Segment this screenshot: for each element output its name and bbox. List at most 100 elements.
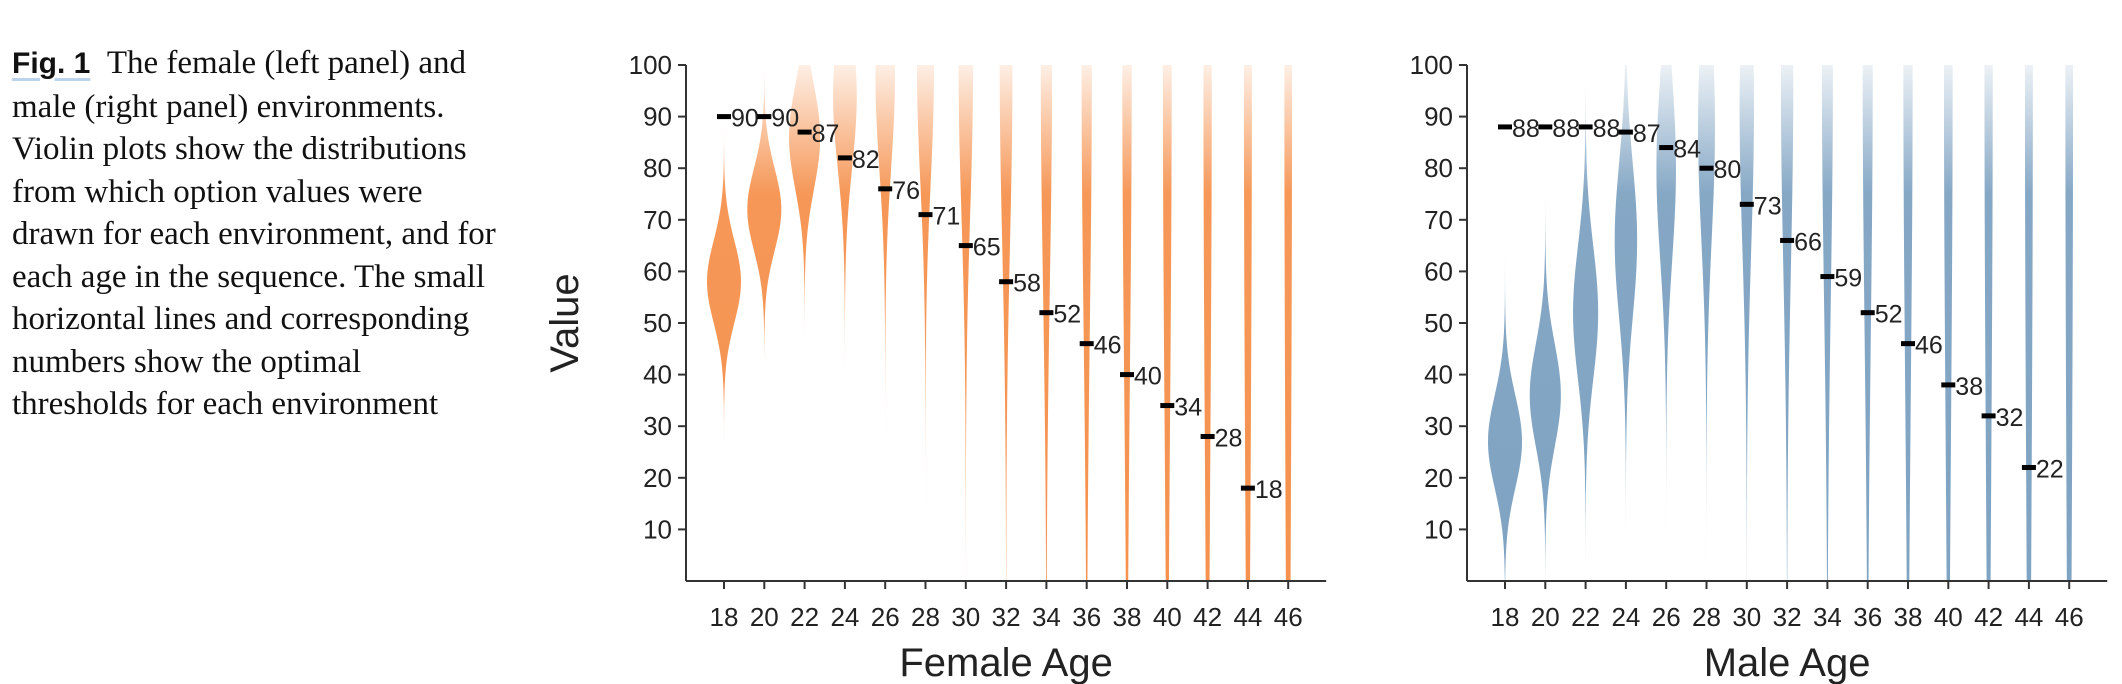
female-x-tick-label: 28	[911, 602, 940, 632]
male-violin-age-18	[1488, 65, 1522, 581]
male-violin-age-26	[1656, 65, 1676, 581]
male-x-tick-label: 42	[1974, 602, 2003, 632]
male-x-tick-label: 32	[1773, 602, 1802, 632]
female-panel: 10 20 30 40 50 60 70 80 90 100 18 20 22 24 26 28 30 32 34 3…	[543, 50, 1327, 684]
male-x-tick-label: 18	[1491, 602, 1520, 632]
male-y-tick-label: 100	[1410, 50, 1453, 80]
male-y-tick-label: 50	[1424, 308, 1453, 338]
male-threshold-label-age-38: 46	[1915, 332, 1943, 360]
male-x-tick-label: 26	[1652, 602, 1681, 632]
caption-text: The female (left panel) and male (right …	[12, 45, 496, 422]
male-y-tick-label: 60	[1424, 256, 1453, 286]
male-violin-age-22	[1573, 65, 1599, 581]
female-threshold-label-age-24: 82	[852, 146, 880, 174]
female-x-tick-label: 42	[1193, 602, 1222, 632]
female-threshold-label-age-36: 46	[1094, 332, 1122, 360]
female-y-tick-label: 80	[643, 153, 672, 183]
male-x-tick-label: 28	[1692, 602, 1721, 632]
male-x-tick-label: 38	[1894, 602, 1923, 632]
male-threshold-label-age-42: 32	[1996, 404, 2024, 432]
female-y-tick-label: 30	[643, 411, 672, 441]
female-x-tick-label: 38	[1113, 602, 1142, 632]
female-violin-age-44	[1243, 65, 1252, 581]
male-y-tick-label: 10	[1424, 514, 1453, 544]
male-violin-age-20	[1529, 65, 1561, 581]
male-threshold-label-age-18: 88	[1512, 115, 1540, 143]
female-x-tick-label: 26	[871, 602, 900, 632]
male-threshold-label-age-36: 52	[1875, 301, 1903, 329]
male-violin-age-28	[1698, 65, 1715, 581]
female-violin-age-24	[833, 65, 857, 581]
female-y-tick-label: 10	[643, 514, 672, 544]
female-y-tick-label: 70	[643, 205, 672, 235]
female-threshold-label-age-40: 34	[1174, 394, 1202, 422]
female-violin-age-18	[707, 65, 741, 581]
female-x-tick-label: 44	[1233, 602, 1262, 632]
female-violin-age-34	[1040, 65, 1053, 581]
male-y-tick-label: 80	[1424, 153, 1453, 183]
male-y-tick-label: 90	[1424, 102, 1453, 132]
male-threshold-label-age-24: 87	[1633, 120, 1661, 148]
female-violin-age-22	[789, 65, 821, 581]
male-violin-age-30	[1739, 65, 1754, 581]
male-x-tick-label: 24	[1611, 602, 1640, 632]
female-y-tick-label: 90	[643, 102, 672, 132]
male-violin-age-24	[1614, 65, 1638, 581]
female-violin-age-38	[1122, 65, 1132, 581]
male-threshold-label-age-26: 84	[1673, 136, 1701, 164]
female-x-tick-label: 46	[1274, 602, 1303, 632]
female-x-tick-label: 40	[1153, 602, 1182, 632]
female-violin-age-28	[917, 65, 934, 581]
female-y-tick-label: 50	[643, 308, 672, 338]
male-y-tick-label: 70	[1424, 205, 1453, 235]
figure-caption: Fig. 1 The female (left panel) and male …	[12, 42, 502, 426]
male-threshold-label-age-34: 59	[1834, 265, 1862, 293]
female-threshold-label-age-18: 90	[731, 105, 759, 133]
female-threshold-label-age-30: 65	[973, 234, 1001, 262]
female-violin-age-42	[1203, 65, 1212, 581]
male-violin-age-32	[1780, 65, 1794, 581]
female-x-axis-label: Female Age	[899, 641, 1112, 684]
male-x-tick-label: 22	[1571, 602, 1600, 632]
male-threshold-label-age-28: 80	[1714, 156, 1742, 184]
male-threshold-label-age-30: 73	[1754, 192, 1782, 220]
male-y-tick-label: 30	[1424, 411, 1453, 441]
female-threshold-label-age-34: 52	[1053, 301, 1081, 329]
male-threshold-label-age-32: 66	[1794, 228, 1822, 256]
male-violin-age-34	[1821, 65, 1833, 581]
female-violin-age-20	[747, 65, 782, 581]
male-x-tick-label: 34	[1813, 602, 1842, 632]
female-y-tick-label: 20	[643, 463, 672, 493]
male-violin-age-40	[1943, 65, 1953, 581]
female-y-tick-label: 60	[643, 256, 672, 286]
male-y-tick-label: 20	[1424, 463, 1453, 493]
male-violin-age-38	[1903, 65, 1913, 581]
female-x-tick-label: 18	[710, 602, 739, 632]
male-violin-age-36	[1862, 65, 1873, 581]
male-x-tick-label: 46	[2055, 602, 2084, 632]
male-threshold-label-age-22: 88	[1593, 115, 1621, 143]
male-violin-age-46	[2065, 65, 2074, 581]
male-x-tick-label: 30	[1732, 602, 1761, 632]
female-threshold-label-age-22: 87	[812, 120, 840, 148]
female-x-tick-label: 22	[790, 602, 819, 632]
female-violin-age-36	[1081, 65, 1092, 581]
figure-label: Fig. 1	[12, 47, 91, 80]
female-threshold-label-age-20: 90	[771, 105, 799, 133]
female-violin-age-32	[999, 65, 1013, 581]
male-x-tick-label: 20	[1531, 602, 1560, 632]
female-x-tick-label: 32	[992, 602, 1021, 632]
male-y-tick-label: 40	[1424, 360, 1453, 390]
male-threshold-label-age-40: 38	[1955, 373, 1983, 401]
male-x-tick-label: 44	[2014, 602, 2043, 632]
male-panel: 10 20 30 40 50 60 70 80 90 100 18 20 22 24 26 28 30 32 34 3…	[1410, 50, 2108, 684]
female-threshold-label-age-26: 76	[892, 177, 920, 205]
female-x-tick-label: 20	[750, 602, 779, 632]
female-y-axis-label: Value	[543, 273, 587, 372]
male-violin-age-44	[2024, 65, 2033, 581]
female-threshold-label-age-38: 40	[1134, 363, 1162, 391]
female-x-tick-label: 34	[1032, 602, 1061, 632]
female-threshold-label-age-44: 18	[1255, 476, 1283, 504]
male-x-axis-label: Male Age	[1704, 641, 1871, 684]
